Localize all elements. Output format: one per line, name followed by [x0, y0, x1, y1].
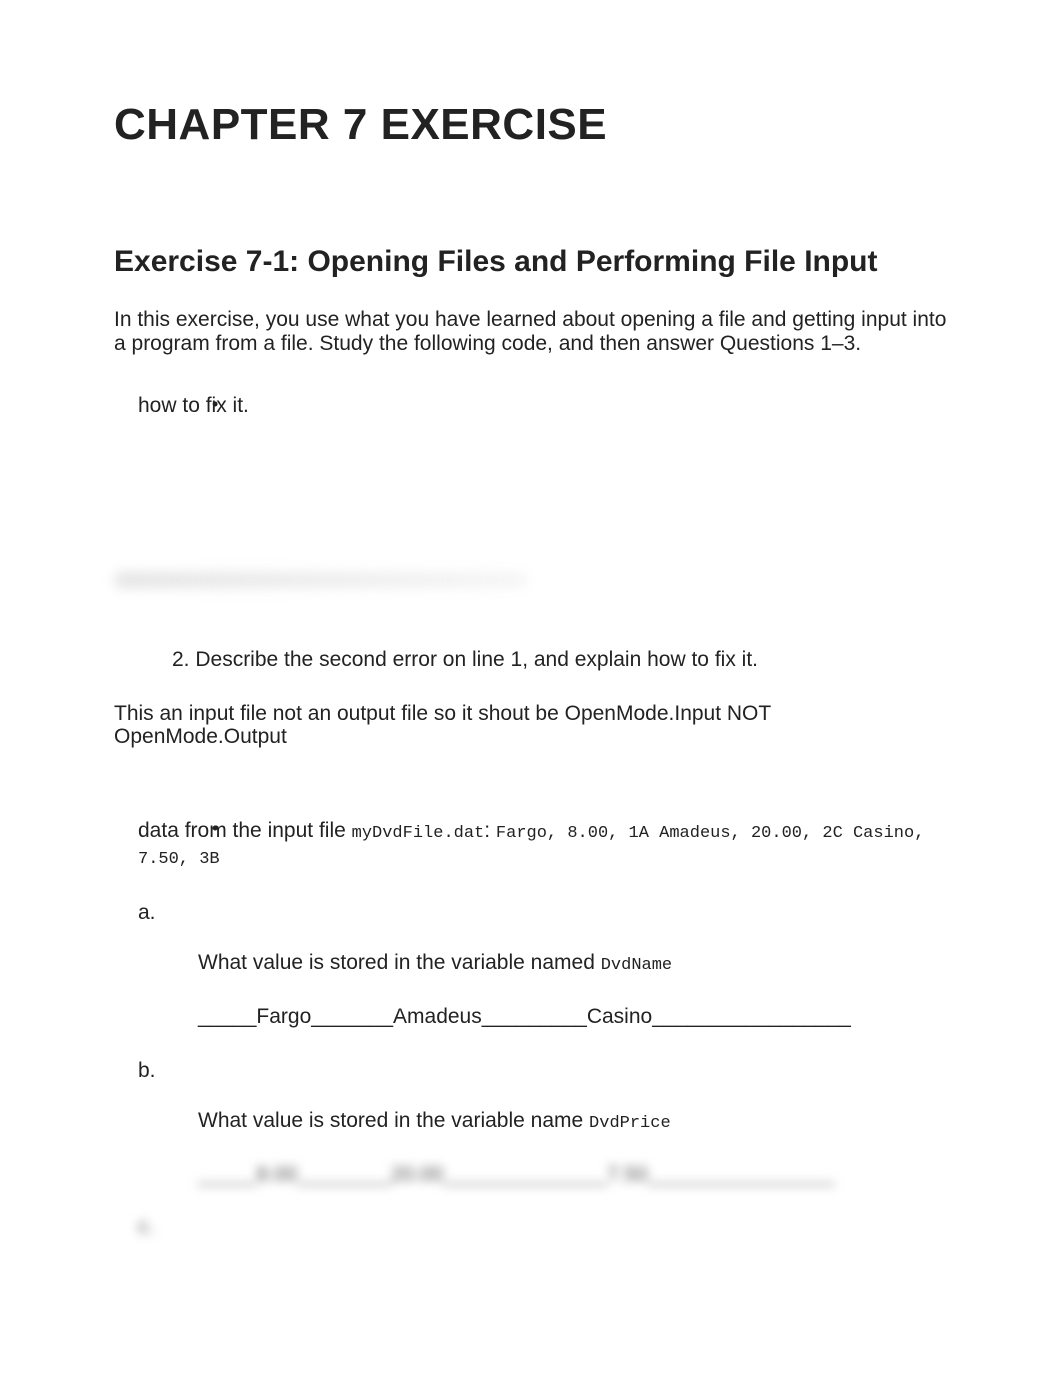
- exercise-title: Exercise 7-1: Opening Files and Performi…: [114, 245, 948, 280]
- file-name: myDvdFile.dat: [352, 824, 485, 843]
- intro-paragraph: In this exercise, you use what you have …: [114, 308, 948, 356]
- bullet-marker-2: •: [212, 818, 218, 839]
- part-a-question: What value is stored in the variable nam…: [198, 951, 948, 975]
- bullet-marker-1: •: [212, 394, 218, 415]
- part-b-q-prefix: What value is stored in the variable nam…: [198, 1109, 589, 1132]
- part-a-answer: _____Fargo_______Amadeus_________Casino_…: [198, 1005, 948, 1029]
- answer-2: This an input file not an output file so…: [114, 702, 948, 748]
- part-b-label: b.: [138, 1059, 948, 1083]
- data-prefix: data from the input file: [138, 819, 352, 842]
- data-colon: :: [484, 819, 496, 842]
- part-a-varname: DvdName: [601, 956, 672, 975]
- part-b-varname: DvdPrice: [589, 1114, 671, 1133]
- part-b-question: What value is stored in the variable nam…: [198, 1109, 948, 1133]
- part-a-label: a.: [138, 901, 948, 925]
- bullet1-fragment: how to fix it.: [138, 394, 948, 418]
- question-2: 2. Describe the second error on line 1, …: [172, 648, 948, 672]
- part-b-answer-blurred: _____8.00________20.00______________7.50…: [198, 1163, 948, 1187]
- chapter-title: CHAPTER 7 EXERCISE: [114, 100, 948, 150]
- blurred-region-1: [114, 428, 948, 588]
- part-c-label-blurred: c.: [138, 1215, 948, 1239]
- bullet2-data-line: data from the input file myDvdFile.dat: …: [138, 818, 948, 871]
- part-a-q-prefix: What value is stored in the variable nam…: [198, 951, 601, 974]
